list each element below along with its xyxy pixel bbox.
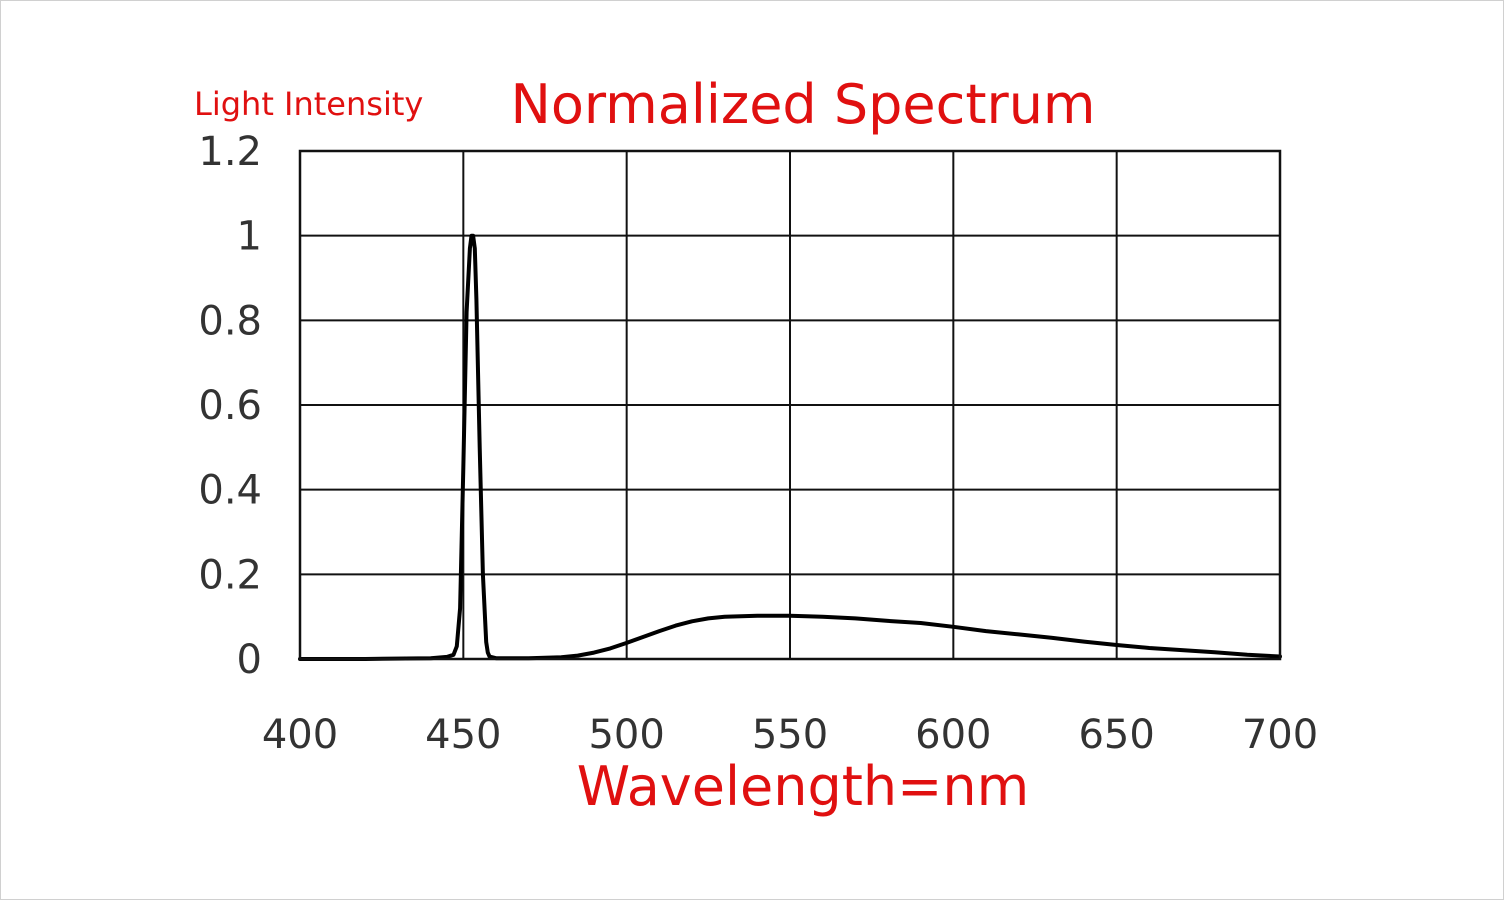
series-layer <box>298 233 1282 661</box>
chart-title: Normalized Spectrum <box>510 73 1095 136</box>
spectrum-line <box>298 233 1282 661</box>
y-tick-label: 0.8 <box>198 298 262 344</box>
y-tick-label: 0.6 <box>198 383 262 429</box>
x-tick-label: 550 <box>752 712 828 758</box>
y-tick-label: 0.4 <box>198 468 262 514</box>
x-tick-label: 400 <box>262 712 338 758</box>
y-tick-label: 0 <box>237 637 262 683</box>
x-tick-label: 450 <box>425 712 501 758</box>
y-tick-label: 1.2 <box>198 129 262 175</box>
grid <box>299 150 1281 660</box>
x-tick-label: 650 <box>1078 712 1154 758</box>
y-tick-label: 0.2 <box>198 552 262 598</box>
x-tick-label: 700 <box>1242 712 1318 758</box>
y-axis-label: Light Intensity <box>194 85 423 123</box>
y-tick-label: 1 <box>237 214 262 260</box>
x-tick-label: 600 <box>915 712 991 758</box>
x-tick-labels: 400 450 500 550 600 650 700 <box>262 712 1318 758</box>
plot-area-border <box>298 149 1282 661</box>
y-tick-labels: 0 0.2 0.4 0.6 0.8 1 1.2 <box>198 129 262 683</box>
x-axis-label: Wavelength=nm <box>577 755 1029 818</box>
x-tick-label: 500 <box>588 712 664 758</box>
